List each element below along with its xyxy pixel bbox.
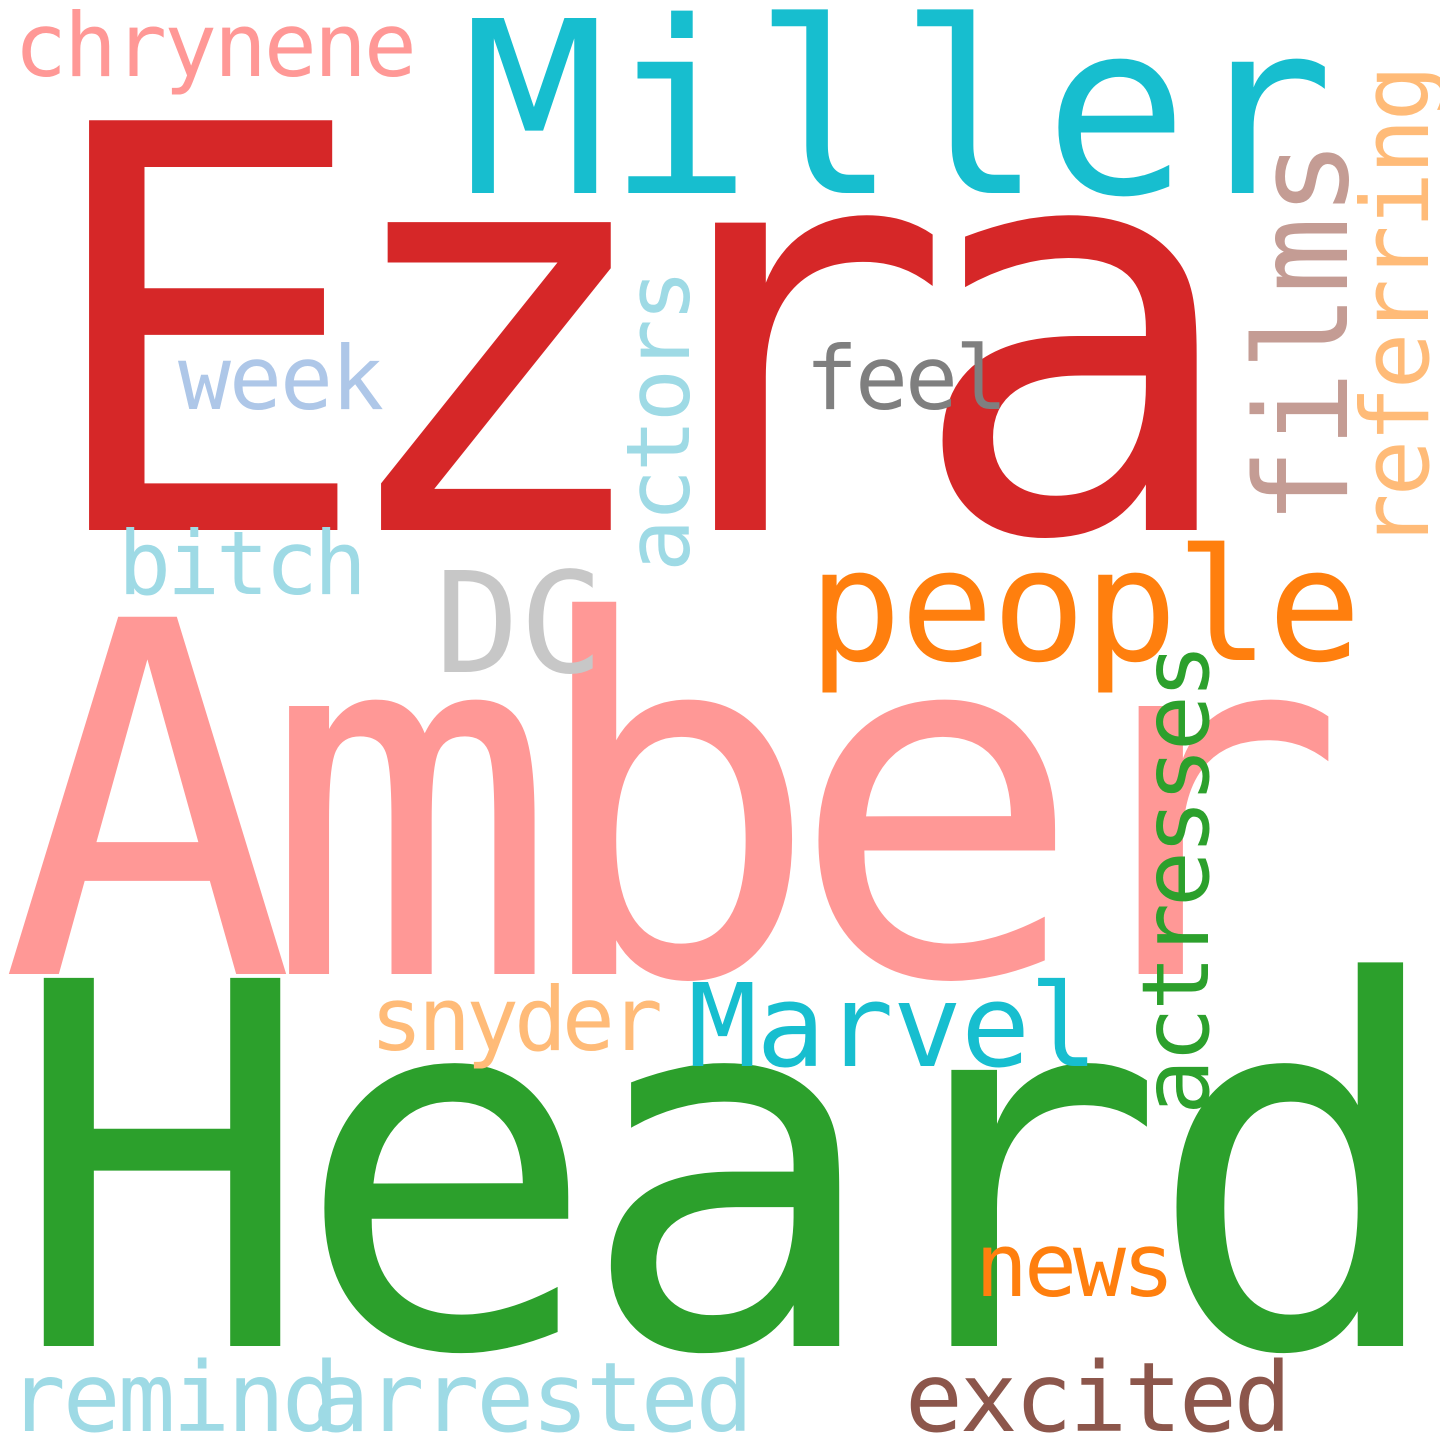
word-snyder: snyder xyxy=(370,968,663,1071)
word-news: news xyxy=(975,1214,1175,1317)
word-week: week xyxy=(178,327,384,430)
word-actresses: actresses xyxy=(1122,647,1230,1115)
word-dc: DC xyxy=(435,543,604,706)
word-marvel: Marvel xyxy=(688,960,1098,1094)
word-arrested: arrested xyxy=(312,1342,753,1440)
word-amber: Amber xyxy=(0,519,1347,1090)
word-remind: remind xyxy=(8,1342,340,1440)
word-miller: Miller xyxy=(462,0,1335,250)
word-ezra: Ezra xyxy=(35,8,1244,663)
word-feel: feel xyxy=(805,327,1008,430)
word-excited: excited xyxy=(905,1342,1292,1440)
word-actors: actors xyxy=(607,272,710,572)
word-heard: Heard xyxy=(10,878,1440,1440)
word-people: people xyxy=(808,515,1362,697)
word-referring: referring xyxy=(1342,67,1440,550)
word-bitch: bitch xyxy=(118,512,367,615)
word-chrynene: chrynene xyxy=(14,0,417,97)
